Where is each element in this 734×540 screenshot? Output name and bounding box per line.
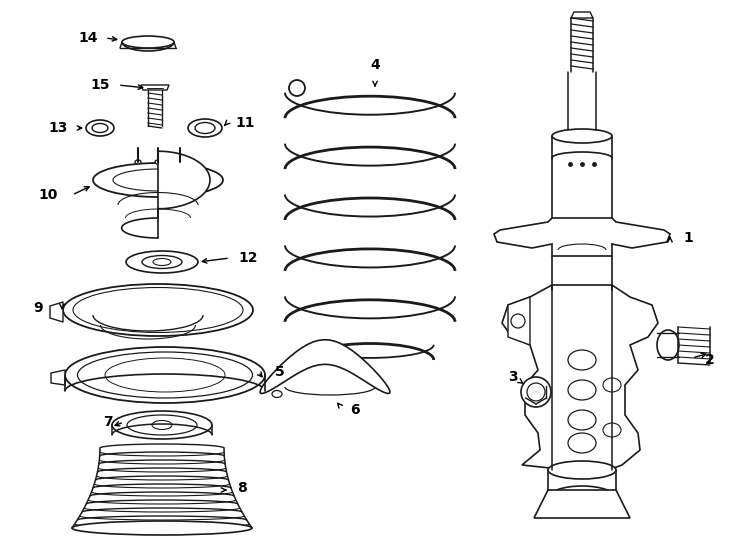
Ellipse shape [527, 383, 545, 401]
Polygon shape [534, 490, 630, 518]
Ellipse shape [152, 421, 172, 429]
Text: 15: 15 [90, 78, 110, 92]
Ellipse shape [568, 410, 596, 430]
Ellipse shape [112, 411, 212, 439]
Text: 9: 9 [33, 301, 43, 315]
Polygon shape [508, 297, 530, 345]
Ellipse shape [105, 358, 225, 392]
Ellipse shape [603, 423, 621, 437]
Ellipse shape [155, 160, 161, 164]
Text: 4: 4 [370, 58, 380, 72]
Text: 2: 2 [705, 353, 715, 367]
Ellipse shape [548, 486, 616, 510]
Ellipse shape [289, 80, 305, 96]
Text: 6: 6 [350, 403, 360, 417]
Ellipse shape [552, 129, 612, 143]
Polygon shape [494, 218, 670, 256]
Ellipse shape [568, 433, 596, 453]
Text: 10: 10 [38, 188, 58, 202]
Ellipse shape [73, 287, 243, 333]
Ellipse shape [568, 350, 596, 370]
Text: 11: 11 [236, 116, 255, 130]
Polygon shape [502, 285, 658, 475]
Ellipse shape [86, 120, 114, 136]
Ellipse shape [135, 160, 141, 164]
Text: 1: 1 [683, 231, 693, 245]
Ellipse shape [142, 255, 182, 268]
Ellipse shape [113, 169, 203, 191]
Ellipse shape [657, 330, 679, 360]
Ellipse shape [177, 160, 183, 164]
Ellipse shape [63, 284, 253, 336]
Text: 3: 3 [508, 370, 517, 384]
Text: 5: 5 [275, 365, 285, 379]
Ellipse shape [93, 163, 223, 197]
Ellipse shape [568, 380, 596, 400]
Polygon shape [141, 85, 169, 90]
Polygon shape [571, 12, 593, 18]
Text: 7: 7 [103, 415, 113, 429]
Ellipse shape [92, 124, 108, 132]
Ellipse shape [521, 377, 551, 407]
Ellipse shape [65, 347, 265, 403]
Ellipse shape [78, 352, 252, 398]
Ellipse shape [511, 314, 525, 328]
Ellipse shape [72, 521, 252, 535]
Text: 13: 13 [48, 121, 68, 135]
Ellipse shape [122, 36, 174, 48]
Polygon shape [260, 340, 390, 394]
Text: 8: 8 [237, 481, 247, 495]
Ellipse shape [126, 251, 198, 273]
Ellipse shape [603, 378, 621, 392]
Ellipse shape [548, 461, 616, 479]
Ellipse shape [153, 259, 171, 266]
Ellipse shape [272, 390, 282, 397]
Polygon shape [50, 302, 63, 322]
Text: 12: 12 [239, 251, 258, 265]
Ellipse shape [188, 119, 222, 137]
Text: 14: 14 [79, 31, 98, 45]
Ellipse shape [127, 415, 197, 435]
Ellipse shape [195, 123, 215, 133]
Polygon shape [122, 151, 210, 238]
Polygon shape [51, 370, 65, 385]
